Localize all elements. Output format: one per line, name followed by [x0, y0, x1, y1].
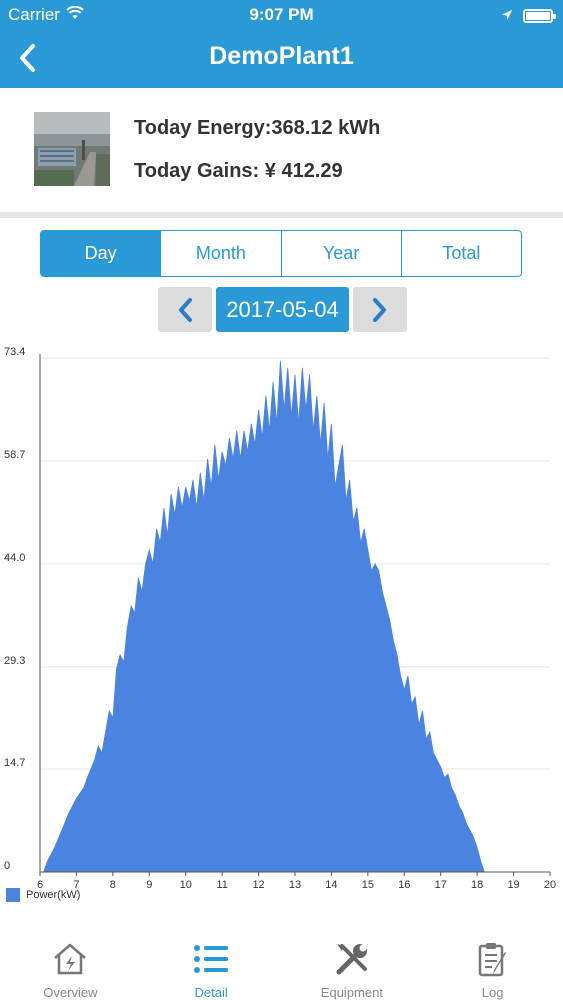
previous-date-button[interactable]: [158, 287, 212, 332]
chevron-left-icon: [20, 44, 35, 72]
x-tick-label: 16: [398, 879, 410, 891]
wifi-icon: [66, 5, 84, 25]
x-tick-label: 18: [471, 879, 483, 891]
period-segmented-control: Day Month Year Total: [40, 230, 522, 277]
tabbar-overview-label: Overview: [43, 985, 98, 1000]
x-tick-label: 20: [544, 879, 556, 891]
today-gains: Today Gains: ¥ 412.29: [134, 160, 343, 182]
status-bar: Carrier 9:07 PM: [0, 0, 563, 28]
y-tick-label: 0: [4, 860, 10, 872]
next-date-button[interactable]: [353, 287, 407, 332]
x-tick-label: 15: [362, 879, 374, 891]
y-tick-label: 29.3: [4, 655, 25, 667]
list-icon: [191, 940, 231, 977]
today-energy: Today Energy:368.12 kWh: [134, 117, 381, 139]
x-tick-label: 19: [507, 879, 519, 891]
house-icon: [50, 940, 90, 977]
section-divider: [0, 212, 563, 218]
page-title: DemoPlant1: [209, 42, 354, 70]
power-chart: 0 14.7 29.3 44.0 58.7 73.4 6 7 8 9 10 11 12 13 14 15 16 1…: [0, 340, 563, 910]
y-tick-label: 44.0: [4, 552, 25, 564]
tabbar-log-label: Log: [481, 985, 504, 1000]
tools-icon: [332, 940, 372, 977]
nav-bar: DemoPlant1: [0, 28, 563, 88]
date-picker: 2017-05-04: [158, 287, 407, 332]
x-tick-label: 7: [73, 879, 79, 891]
clock: 9:07 PM: [249, 5, 314, 24]
x-tick-label: 14: [325, 879, 337, 891]
selected-date[interactable]: 2017-05-04: [216, 287, 349, 332]
clipboard-icon: [473, 940, 513, 977]
y-tick-label: 58.7: [4, 449, 25, 461]
x-tick-label: 6: [37, 879, 43, 891]
tabbar-equipment[interactable]: Equipment: [282, 928, 423, 1000]
tab-year[interactable]: Year: [282, 231, 402, 276]
status-right: [501, 6, 556, 26]
tabbar-overview[interactable]: Overview: [0, 928, 141, 1000]
chart-legend: Power(kW): [6, 888, 80, 902]
plant-summary: Today Energy:368.12 kWh Today Gains: ¥ 4…: [0, 88, 563, 212]
x-tick-label: 9: [146, 879, 152, 891]
carrier-label: Carrier: [8, 5, 60, 24]
x-tick-label: 8: [110, 879, 116, 891]
x-tick-label: 17: [435, 879, 447, 891]
y-tick-label: 73.4: [4, 346, 25, 358]
x-tick-label: 11: [216, 879, 227, 891]
chevron-right-icon: [373, 297, 386, 322]
carrier-group: Carrier: [8, 5, 84, 25]
tabbar-log[interactable]: Log: [422, 928, 563, 1000]
battery-icon: [523, 9, 556, 23]
legend-swatch: [6, 888, 20, 902]
tab-day[interactable]: Day: [41, 231, 162, 276]
power-chart-svg: 0 14.7 29.3 44.0 58.7 73.4 6 7 8 9 10 11 12 13 14 15 16 1…: [4, 346, 556, 891]
location-arrow-icon: [501, 6, 513, 26]
power-area-series: [40, 360, 550, 873]
tabbar-equipment-label: Equipment: [320, 985, 383, 1000]
tab-total[interactable]: Total: [442, 243, 481, 263]
x-tick-label: 13: [289, 879, 301, 891]
bottom-tab-bar: Overview Detail Equipment Log: [0, 928, 563, 1000]
tab-month[interactable]: Month: [161, 231, 282, 276]
y-tick-label: 14.7: [4, 757, 25, 769]
x-tick-label: 10: [180, 879, 192, 891]
chevron-left-icon: [179, 297, 192, 322]
legend-label: Power(kW): [26, 889, 81, 901]
back-button[interactable]: [10, 40, 44, 76]
plant-photo[interactable]: [34, 112, 110, 186]
tabbar-detail[interactable]: Detail: [141, 928, 282, 1000]
tabbar-detail-label: Detail: [194, 985, 228, 1000]
x-tick-label: 12: [252, 879, 264, 891]
